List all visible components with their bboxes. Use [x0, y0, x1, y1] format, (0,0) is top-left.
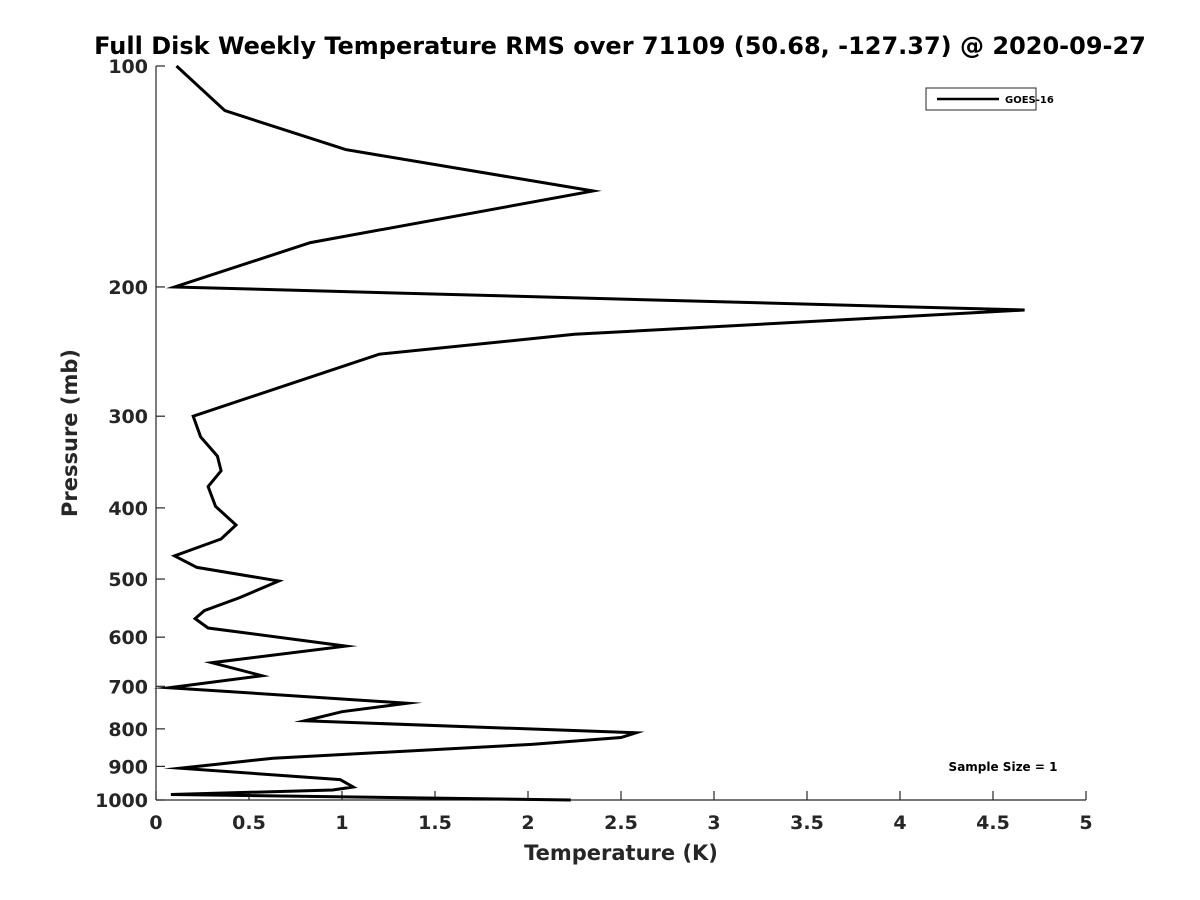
y-tick-label: 300 [108, 406, 148, 428]
x-tick-label: 0.5 [232, 812, 266, 834]
y-tick-label: 700 [108, 676, 148, 698]
x-tick-label: 2 [521, 812, 534, 834]
legend-label-goes-16: GOES-16 [1005, 95, 1054, 106]
x-ticks: 0 0.5 1 1.5 2 2.5 3 3.5 4 4.5 5 [149, 791, 1093, 834]
x-tick-label: 1 [335, 812, 348, 834]
y-tick-label: 400 [108, 498, 148, 520]
y-tick-label: 100 [108, 56, 148, 78]
y-tick-label: 500 [108, 569, 148, 591]
legend: GOES-16 [925, 87, 1054, 111]
plot-area: 0 0.5 1 1.5 2 2.5 3 3.5 4 4.5 5 100 200 300 400 500 600… [95, 56, 1093, 834]
series-line-goes-16 [153, 64, 1025, 802]
x-tick-label: 3 [707, 812, 720, 834]
x-tick-label: 0 [149, 812, 162, 834]
y-axis-label: Pressure (mb) [58, 349, 82, 517]
y-tick-label: 200 [108, 277, 148, 299]
chart-title: Full Disk Weekly Temperature RMS over 71… [94, 32, 1146, 60]
sample-size-annotation: Sample Size = 1 [949, 760, 1058, 774]
x-tick-label: 4 [893, 812, 906, 834]
x-tick-label: 3.5 [790, 812, 824, 834]
y-tick-label: 600 [108, 627, 148, 649]
x-tick-label: 2.5 [604, 812, 638, 834]
series-layer [153, 64, 1025, 802]
x-tick-label: 4.5 [976, 812, 1010, 834]
x-axis-label: Temperature (K) [524, 841, 718, 865]
x-tick-label: 1.5 [418, 812, 452, 834]
x-tick-label: 5 [1079, 812, 1092, 834]
y-tick-label: 900 [108, 756, 148, 778]
y-ticks: 100 200 300 400 500 600 700 800 900 1000 [95, 56, 165, 812]
y-tick-label: 800 [108, 719, 148, 741]
y-tick-label: 1000 [95, 790, 148, 812]
